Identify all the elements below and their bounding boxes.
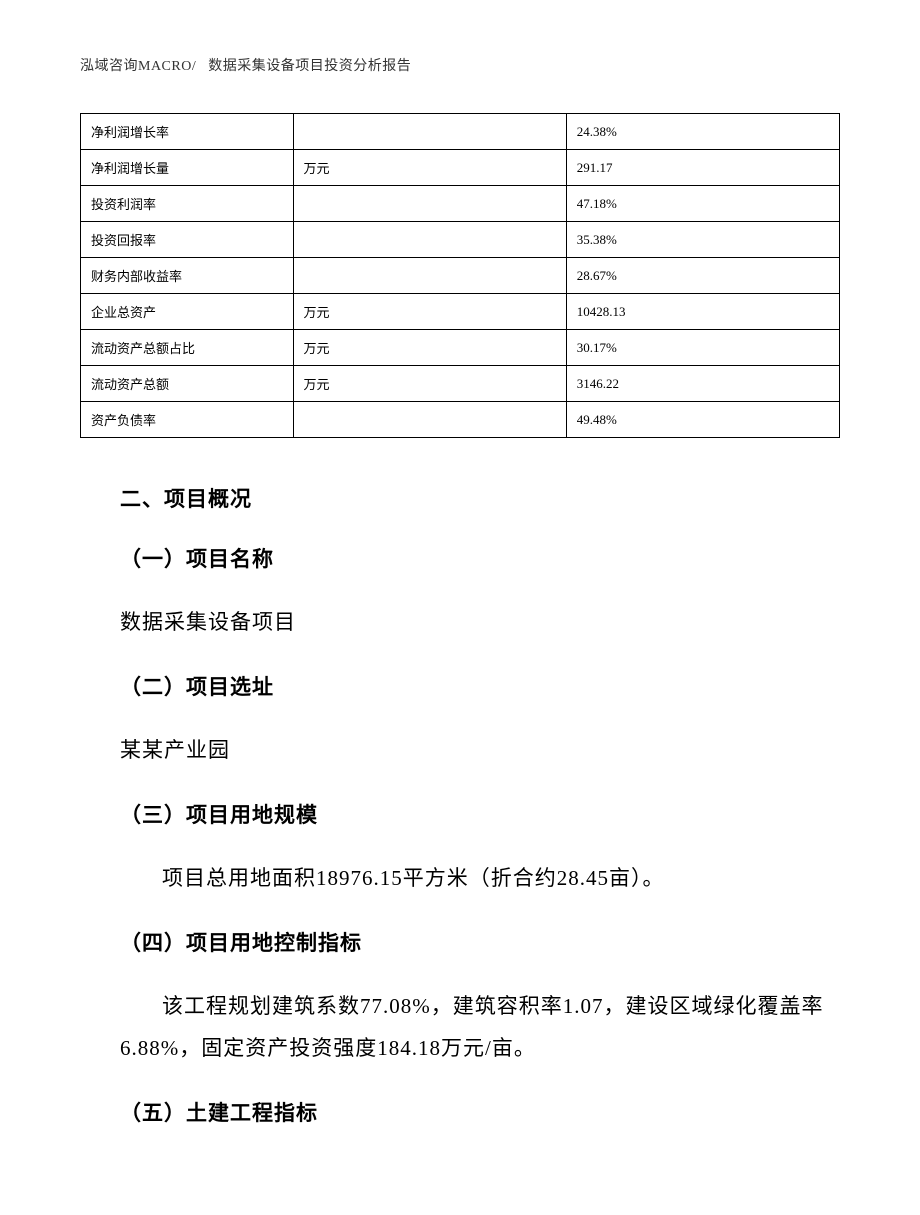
table-cell-unit xyxy=(293,402,566,438)
table-cell-unit xyxy=(293,114,566,150)
table-cell-label: 投资回报率 xyxy=(81,222,294,258)
body-text: 该工程规划建筑系数77.08%，建筑容积率1.07，建设区域绿化覆盖率6.88%… xyxy=(120,985,830,1069)
table-cell-value: 10428.13 xyxy=(566,294,839,330)
table-cell-value: 30.17% xyxy=(566,330,839,366)
sub-heading: （四）项目用地控制指标 xyxy=(120,927,830,957)
table-cell-label: 流动资产总额占比 xyxy=(81,330,294,366)
table-cell-unit: 万元 xyxy=(293,366,566,402)
table-row: 投资利润率 47.18% xyxy=(81,186,840,222)
table-cell-value: 3146.22 xyxy=(566,366,839,402)
body-text: 项目总用地面积18976.15平方米（折合约28.45亩）。 xyxy=(120,857,830,899)
sub-heading: （二）项目选址 xyxy=(120,671,830,701)
table-cell-unit: 万元 xyxy=(293,150,566,186)
table-row: 净利润增长率 24.38% xyxy=(81,114,840,150)
table-cell-unit xyxy=(293,222,566,258)
body-text: 数据采集设备项目 xyxy=(120,601,830,643)
header-company: 泓域咨询MACRO/ xyxy=(80,59,196,74)
table-row: 流动资产总额万元3146.22 xyxy=(81,366,840,402)
page-header: 泓域咨询MACRO/ 数据采集设备项目投资分析报告 xyxy=(80,55,840,75)
sub-heading: （三）项目用地规模 xyxy=(120,799,830,829)
sub-heading: （五）土建工程指标 xyxy=(120,1097,830,1127)
table-cell-unit: 万元 xyxy=(293,294,566,330)
table-row: 财务内部收益率 28.67% xyxy=(81,258,840,294)
table-cell-label: 财务内部收益率 xyxy=(81,258,294,294)
financial-table: 净利润增长率24.38%净利润增长量万元291.17投资利润率47.18%投资回… xyxy=(80,113,840,438)
table-row: 投资回报率 35.38% xyxy=(81,222,840,258)
table-cell-label: 净利润增长率 xyxy=(81,114,294,150)
body-text: 某某产业园 xyxy=(120,729,830,771)
table-cell-value: 28.67% xyxy=(566,258,839,294)
table-cell-label: 投资利润率 xyxy=(81,186,294,222)
table-cell-value: 291.17 xyxy=(566,150,839,186)
table-row: 企业总资产万元10428.13 xyxy=(81,294,840,330)
table-cell-value: 24.38% xyxy=(566,114,839,150)
table-cell-value: 47.18% xyxy=(566,186,839,222)
table-cell-value: 49.48% xyxy=(566,402,839,438)
table-cell-label: 净利润增长量 xyxy=(81,150,294,186)
table-cell-unit xyxy=(293,186,566,222)
section-title: 二、项目概况 xyxy=(120,483,830,513)
table-row: 净利润增长量万元291.17 xyxy=(81,150,840,186)
table-cell-label: 资产负债率 xyxy=(81,402,294,438)
table-row: 流动资产总额占比万元30.17% xyxy=(81,330,840,366)
sub-heading: （一）项目名称 xyxy=(120,543,830,573)
table-cell-label: 企业总资产 xyxy=(81,294,294,330)
table-cell-unit xyxy=(293,258,566,294)
table-cell-value: 35.38% xyxy=(566,222,839,258)
header-title: 数据采集设备项目投资分析报告 xyxy=(208,59,411,74)
content-section: 二、项目概况 （一）项目名称数据采集设备项目 （二）项目选址某某产业园 （三）项目用… xyxy=(80,483,840,1127)
table-cell-label: 流动资产总额 xyxy=(81,366,294,402)
table-cell-unit: 万元 xyxy=(293,330,566,366)
table-row: 资产负债率 49.48% xyxy=(81,402,840,438)
